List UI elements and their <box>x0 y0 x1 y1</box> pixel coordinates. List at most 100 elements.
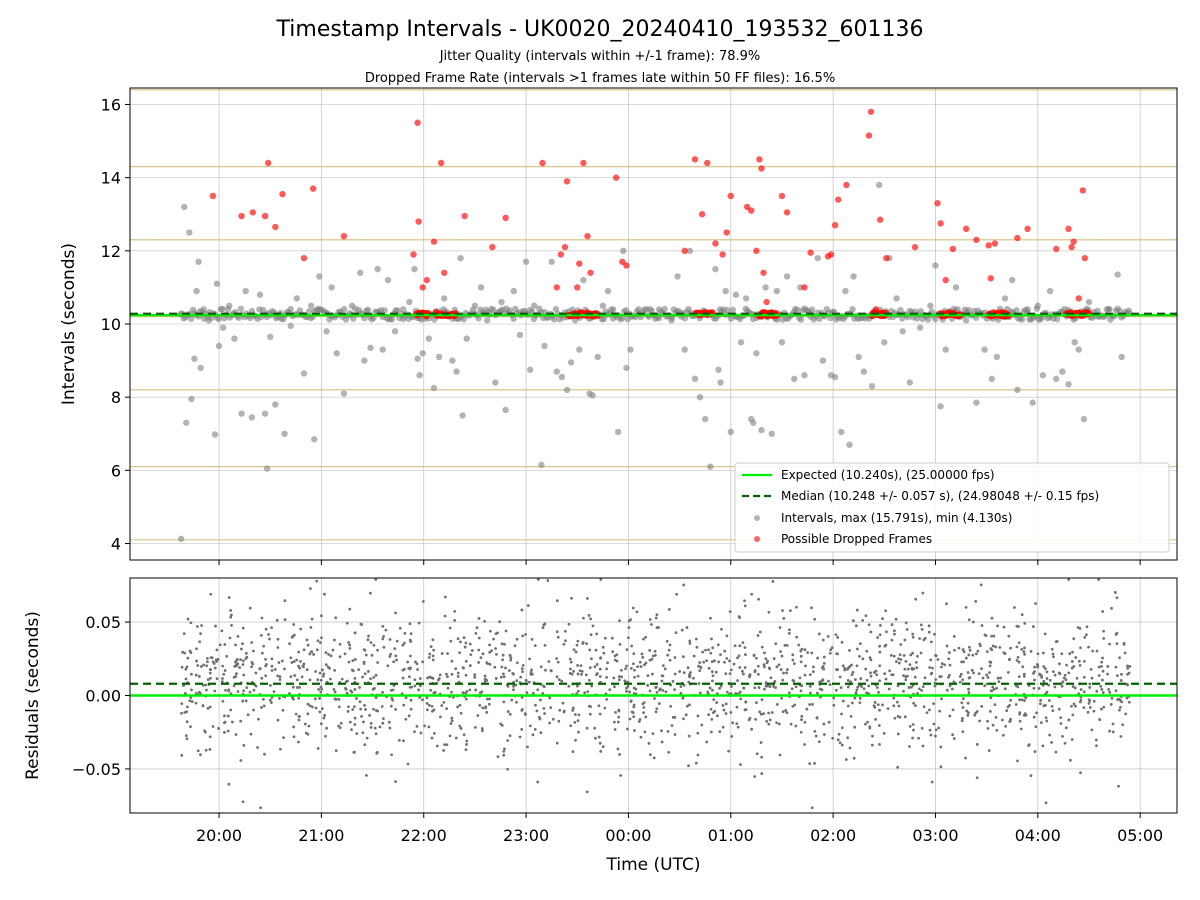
residual-point <box>239 719 243 723</box>
dropped-point <box>437 159 445 167</box>
residual-point <box>760 755 764 759</box>
residual-point <box>352 751 356 754</box>
residual-point <box>648 689 652 693</box>
residual-point <box>877 724 881 727</box>
residual-point <box>1082 659 1086 663</box>
interval-point <box>729 306 737 314</box>
residual-point <box>836 636 839 639</box>
residual-point <box>1116 674 1119 678</box>
dropped-point <box>410 251 417 258</box>
interval-point <box>563 386 571 394</box>
residual-point <box>711 679 714 683</box>
residual-point <box>394 611 397 615</box>
residual-point <box>820 688 824 692</box>
residual-point <box>458 724 462 728</box>
residual-point <box>229 613 233 617</box>
residual-point <box>627 626 631 630</box>
residual-point <box>913 675 917 679</box>
residual-point <box>615 653 619 657</box>
residual-point <box>574 738 577 742</box>
y-tick-label: 12 <box>101 242 121 261</box>
dropped-point <box>539 159 546 167</box>
interval-point <box>794 306 801 314</box>
residual-point <box>423 724 426 728</box>
residual-point <box>571 708 575 712</box>
residual-point <box>713 709 717 713</box>
residual-point <box>753 775 757 778</box>
residual-point <box>226 729 230 733</box>
residual-point <box>1018 719 1022 723</box>
residual-point <box>743 653 747 656</box>
residual-point <box>660 740 664 744</box>
residual-point <box>408 685 412 689</box>
residual-point <box>976 649 980 653</box>
residual-point <box>760 772 764 775</box>
residual-point <box>694 761 698 765</box>
residual-point <box>1100 664 1103 668</box>
residual-point <box>1106 672 1109 676</box>
residual-point <box>670 724 674 727</box>
residual-point <box>896 765 900 769</box>
residual-point <box>908 663 912 667</box>
residual-point <box>1110 606 1113 610</box>
residual-point <box>1063 673 1067 677</box>
interval-point <box>924 316 932 323</box>
residual-point <box>488 643 491 647</box>
residual-point <box>229 708 233 712</box>
residual-point <box>1075 676 1079 680</box>
residual-point <box>867 684 871 688</box>
residual-point <box>242 689 246 693</box>
residual-point <box>634 687 638 691</box>
residual-point <box>859 677 863 680</box>
residual-point <box>850 701 854 705</box>
residual-point <box>469 653 473 656</box>
residual-point <box>1022 650 1026 653</box>
residual-point <box>743 604 747 608</box>
residual-point <box>597 704 601 708</box>
residual-point <box>1070 704 1073 708</box>
residual-point <box>1101 610 1105 613</box>
interval-point <box>1024 306 1031 313</box>
residual-point <box>979 583 983 587</box>
residual-point <box>738 616 742 619</box>
residual-point <box>927 708 931 712</box>
residual-point <box>748 716 752 720</box>
residual-point <box>917 687 921 691</box>
dropped-point <box>430 238 438 245</box>
residual-point <box>598 667 602 671</box>
residual-point <box>626 727 629 731</box>
residual-point <box>310 617 314 621</box>
interval-point <box>952 284 960 291</box>
residual-point <box>1024 696 1028 700</box>
residual-point <box>755 701 758 705</box>
residual-point <box>813 761 817 765</box>
residual-point <box>911 635 915 639</box>
residual-point <box>907 686 911 689</box>
residual-point <box>878 664 882 668</box>
interval-point <box>348 302 356 309</box>
residual-point <box>931 666 934 670</box>
residual-point <box>358 686 361 689</box>
residual-point <box>960 660 963 664</box>
residual-point <box>836 738 840 742</box>
residual-point <box>1122 642 1126 646</box>
residual-point <box>315 648 319 652</box>
interval-point <box>722 287 729 295</box>
dropped-point <box>987 275 994 282</box>
residual-point <box>744 700 748 704</box>
residual-point <box>252 649 255 653</box>
residual-point <box>1018 712 1022 716</box>
dropped-point <box>563 178 571 185</box>
residual-point <box>347 641 351 644</box>
residual-point <box>830 646 834 650</box>
residual-point <box>576 684 579 688</box>
residual-point <box>364 708 367 711</box>
residual-point <box>401 643 405 647</box>
dropped-point <box>748 207 755 214</box>
x-tick-label: 05:00 <box>1117 826 1163 845</box>
residual-point <box>785 711 789 715</box>
interval-point <box>374 265 381 273</box>
residual-point <box>1124 712 1128 716</box>
interval-point <box>1053 316 1061 323</box>
residual-point <box>951 733 955 737</box>
